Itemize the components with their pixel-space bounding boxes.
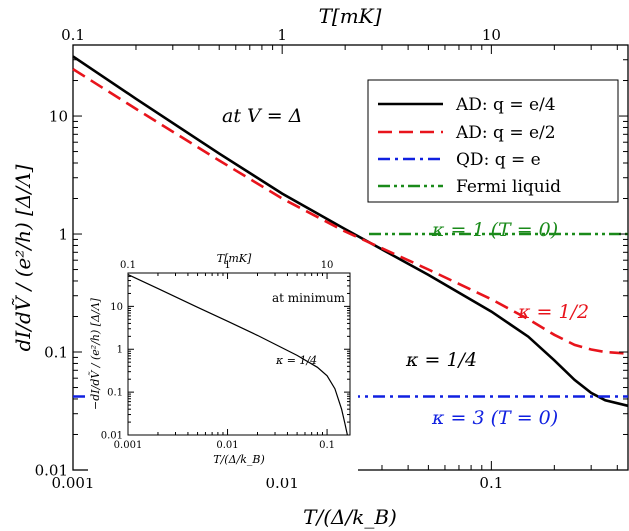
inset-kappa-label: κ = 1/4 [275,354,317,367]
main-y-tick-label: 10 [49,107,68,125]
main-top-tick-label: 10 [482,26,501,44]
inset-annotation-title: at minimum [272,291,346,305]
y-axis-label: dI/dṼ / (e²/h) [Δ/Λ] [11,164,35,351]
kappa-half-label: κ = 1/2 [517,301,589,323]
inset-series-line-0 [127,274,348,436]
top-axis-label: T[mK] [319,4,382,28]
inset-x-axis-label: T/(Δ/k_B) [213,453,265,466]
main-top-tick-label: 1 [277,26,287,44]
kappa-3-label: κ = 3 (T = 0) [431,407,558,429]
main-top-tick-label: 0.1 [61,26,85,44]
main-y-tick-label: 0.01 [35,461,68,479]
main-series-line-1 [72,68,629,355]
legend-label-ad-e2: AD: q = e/2 [455,123,556,143]
inset-x-tick-label: 0.1 [319,440,335,451]
legend-label-qd: QD: q = e [456,150,541,170]
inset-y-tick-label: 1 [117,345,123,356]
main-x-tick-label: 0.1 [479,474,503,492]
inset-top-tick-label: 0.1 [120,260,136,271]
inset-y-axis-label: −dI/dṼ / (e²/h) [Δ/Λ] [88,297,102,410]
inset-plot-frame [127,272,351,436]
inset-y-tick-label: 0.01 [101,431,123,442]
legend: AD: q = e/4 AD: q = e/2 QD: q = e Fermi … [367,79,619,203]
inset-top-tick-label: 10 [321,260,334,271]
inset-series-lines [127,274,348,436]
annotation-title: at V = Δ [222,105,302,127]
kappa-quarter-label: κ = 1/4 [405,349,477,371]
inset-x-tick-label: 0.01 [216,440,238,451]
legend-label-ad-e4: AD: q = e/4 [455,95,556,115]
inset-x-tick-label: 0.001 [114,440,143,451]
inset-top-tick-label: 1 [224,260,230,271]
inset-background [88,258,358,478]
main-y-tick-label: 0.1 [44,343,68,361]
main-y-tick-label: 1 [58,225,68,243]
main-x-tick-label: 0.01 [265,474,298,492]
inset-y-tick-label: 10 [110,302,123,313]
inset-y-tick-label: 0.1 [107,388,123,399]
legend-frame [367,79,619,203]
kappa-1-label: κ = 1 (T = 0) [431,219,558,241]
inset-top-axis-label: T[mK] [217,252,252,265]
main-series-line-0 [72,55,629,408]
legend-label-fermi: Fermi liquid [456,177,561,197]
x-axis-label: T/(Δ/k_B) [303,505,397,529]
main-x-tick-label: 0.001 [52,474,95,492]
